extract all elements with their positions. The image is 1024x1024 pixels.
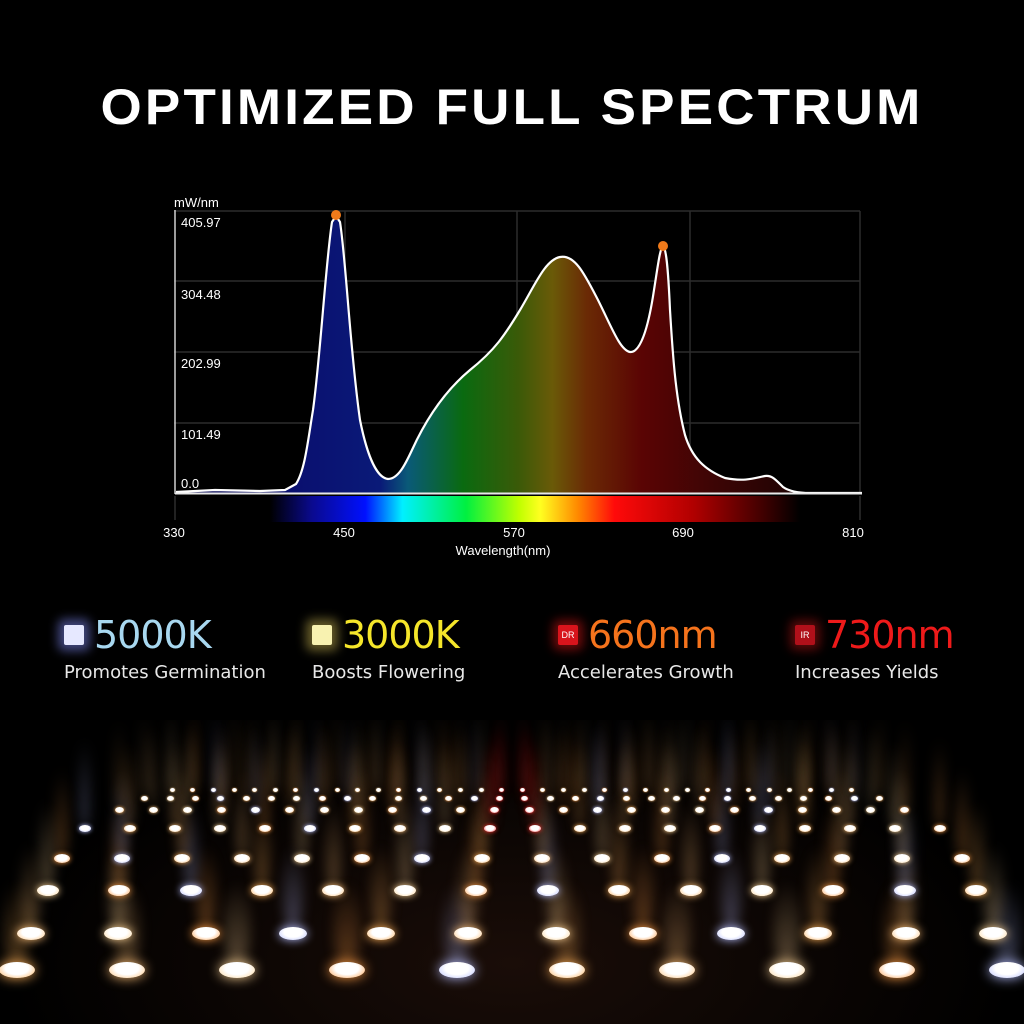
peak-marker-blue <box>331 210 341 220</box>
x-tick-label: 810 <box>842 525 864 540</box>
x-axis-title: Wavelength(nm) <box>455 543 551 558</box>
y-tick-label: 101.49 <box>181 427 221 442</box>
warm-led-icon <box>312 625 332 645</box>
feature-730nm: IR 730nm Increases Yields <box>795 612 955 683</box>
feature-value: 5000K <box>94 613 212 657</box>
visible-spectrum-bar <box>270 496 800 522</box>
page-title: OPTIMIZED FULL SPECTRUM <box>100 79 924 135</box>
spectrum-chart-svg <box>174 210 862 522</box>
x-tick-label: 690 <box>672 525 694 540</box>
feature-value: 3000K <box>342 613 460 657</box>
x-tick-label: 570 <box>503 525 525 540</box>
feature-value: 730nm <box>825 613 955 657</box>
feature-description: Increases Yields <box>795 662 939 683</box>
led-array-photo <box>0 720 1024 1024</box>
y-tick-label: 405.97 <box>181 215 221 230</box>
feature-description: Accelerates Growth <box>558 662 734 683</box>
feature-description: Boosts Flowering <box>312 662 466 683</box>
spectrum-chart: mW/nm 405.97 304.48 202.99 101.49 0.0 33… <box>163 195 864 558</box>
y-axis-unit-label: mW/nm <box>174 195 219 210</box>
x-tick-label: 330 <box>163 525 185 540</box>
y-tick-label: 0.0 <box>181 476 200 491</box>
y-tick-label: 304.48 <box>181 287 221 302</box>
feature-5000k: 5000K Promotes Germination <box>64 612 266 683</box>
feature-description: Promotes Germination <box>64 662 266 683</box>
peak-marker-red <box>658 241 668 251</box>
feature-3000k: 3000K Boosts Flowering <box>312 612 465 683</box>
x-tick-label: 450 <box>333 525 355 540</box>
y-tick-label: 202.99 <box>181 356 221 371</box>
spectrum-area <box>176 216 805 493</box>
white-led-icon <box>64 625 84 645</box>
infrared-led-icon: IR <box>795 625 815 645</box>
feature-list: 5000K Promotes Germination 3000K Boosts … <box>0 612 1024 702</box>
feature-value: 660nm <box>588 613 718 657</box>
deep-red-led-icon: DR <box>558 625 578 645</box>
spectrum-curve <box>175 214 862 495</box>
feature-660nm: DR 660nm Accelerates Growth <box>558 612 734 683</box>
